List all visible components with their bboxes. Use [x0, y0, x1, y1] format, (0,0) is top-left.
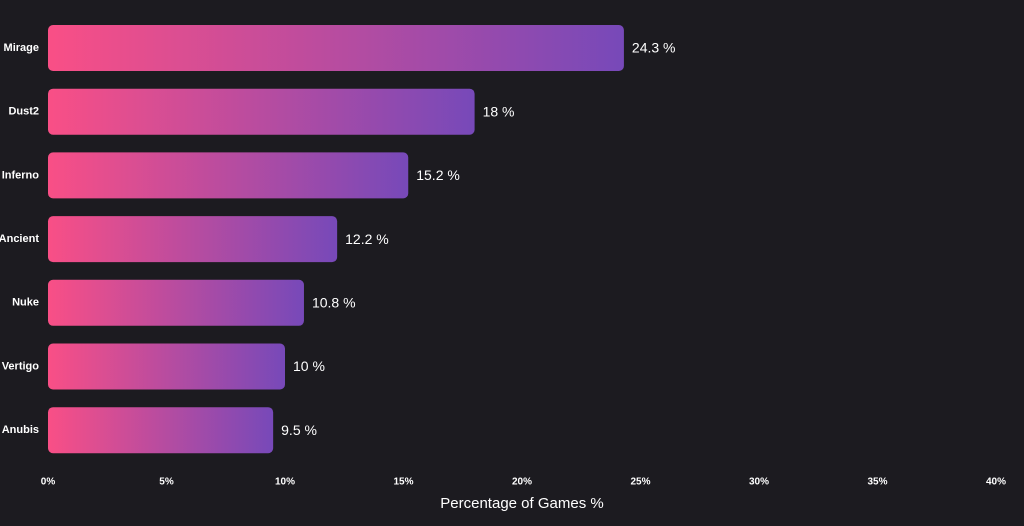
- bar-inferno[interactable]: [48, 152, 409, 199]
- x-tick-label: 0%: [41, 477, 56, 488]
- value-label: 18 %: [483, 103, 515, 119]
- bar-dust2[interactable]: [48, 88, 475, 135]
- x-tick-label: 15%: [393, 477, 413, 488]
- bar-row-anubis: Anubis 9.5 %: [2, 407, 317, 454]
- bar-row-vertigo: Vertigo 10 %: [2, 343, 325, 390]
- category-label: Anubis: [2, 424, 39, 436]
- category-label: Nuke: [12, 297, 39, 309]
- bar-row-mirage: Mirage 24.3 %: [4, 25, 676, 71]
- category-label: Inferno: [2, 169, 40, 181]
- x-tick-label: 25%: [630, 477, 650, 488]
- value-label: 12.2 %: [345, 231, 389, 247]
- bar-row-ancient: Ancient 12.2 %: [0, 216, 389, 263]
- x-tick-label: 20%: [512, 477, 532, 488]
- x-tick-label: 40%: [986, 477, 1006, 488]
- bar-mirage[interactable]: [48, 25, 624, 71]
- bars-group: Mirage 24.3 % Dust2 18 % Inferno 15.2 % Ancien…: [0, 25, 676, 454]
- bar-row-nuke: Nuke 10.8 %: [12, 279, 356, 326]
- bar-anubis[interactable]: [48, 407, 274, 454]
- value-label: 9.5 %: [281, 422, 317, 438]
- value-label: 10 %: [293, 358, 325, 374]
- category-label: Mirage: [4, 42, 39, 54]
- bar-vertigo[interactable]: [48, 343, 285, 390]
- bar-ancient[interactable]: [48, 216, 338, 263]
- bar-row-inferno: Inferno 15.2 %: [2, 152, 460, 199]
- value-label: 24.3 %: [632, 40, 676, 56]
- value-label: 10.8 %: [312, 295, 356, 311]
- x-tick-label: 10%: [275, 477, 295, 488]
- category-label: Vertigo: [2, 360, 40, 372]
- x-tick-label: 35%: [867, 477, 887, 488]
- x-tick-label: 30%: [749, 477, 769, 488]
- category-label: Dust2: [8, 106, 39, 118]
- category-label: Ancient: [0, 233, 39, 245]
- x-tick-label: 5%: [159, 477, 174, 488]
- x-axis-title: Percentage of Games %: [440, 495, 603, 512]
- value-label: 15.2 %: [416, 167, 460, 183]
- bar-row-dust2: Dust2 18 %: [8, 88, 515, 135]
- x-axis-ticks: 0% 5% 10% 15% 20% 25% 30% 35% 40%: [41, 477, 1006, 488]
- bar-nuke[interactable]: [48, 279, 304, 326]
